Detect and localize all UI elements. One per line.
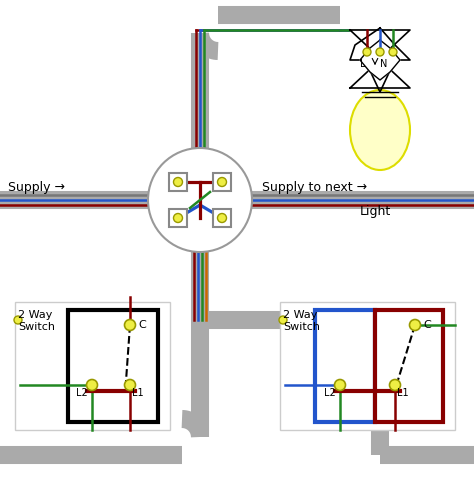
Circle shape — [335, 379, 346, 390]
Text: L2: L2 — [76, 388, 88, 398]
Polygon shape — [375, 310, 443, 422]
Polygon shape — [350, 28, 410, 92]
Circle shape — [410, 319, 420, 330]
Circle shape — [148, 148, 252, 252]
Text: Supply →: Supply → — [8, 182, 65, 194]
Text: N: N — [380, 59, 388, 69]
Text: C: C — [423, 320, 431, 330]
Polygon shape — [360, 40, 400, 80]
Circle shape — [390, 379, 401, 390]
Circle shape — [173, 178, 182, 186]
FancyBboxPatch shape — [213, 173, 231, 191]
Text: 2 Way
Switch: 2 Way Switch — [283, 310, 320, 332]
Text: Light: Light — [360, 205, 391, 219]
Text: 2 Way
Switch: 2 Way Switch — [18, 310, 55, 332]
FancyBboxPatch shape — [169, 173, 187, 191]
Circle shape — [218, 213, 227, 223]
Circle shape — [376, 48, 384, 56]
Circle shape — [125, 319, 136, 330]
Text: L: L — [360, 59, 366, 69]
Circle shape — [218, 178, 227, 186]
Ellipse shape — [350, 90, 410, 170]
Circle shape — [125, 379, 136, 390]
Circle shape — [173, 213, 182, 223]
Polygon shape — [340, 60, 370, 85]
Text: L1: L1 — [132, 388, 144, 398]
Polygon shape — [315, 310, 375, 422]
Text: L2: L2 — [324, 388, 336, 398]
Polygon shape — [350, 60, 410, 88]
Circle shape — [363, 48, 371, 56]
Polygon shape — [280, 302, 455, 430]
Polygon shape — [68, 310, 158, 422]
Text: Supply to next →: Supply to next → — [262, 182, 367, 194]
Circle shape — [279, 316, 287, 324]
Polygon shape — [340, 35, 370, 60]
Circle shape — [14, 316, 22, 324]
Polygon shape — [15, 302, 170, 430]
FancyBboxPatch shape — [213, 209, 231, 227]
Text: C: C — [138, 320, 146, 330]
FancyBboxPatch shape — [169, 209, 187, 227]
Circle shape — [389, 48, 397, 56]
Circle shape — [86, 379, 98, 390]
Text: L1: L1 — [397, 388, 409, 398]
Polygon shape — [350, 30, 410, 58]
